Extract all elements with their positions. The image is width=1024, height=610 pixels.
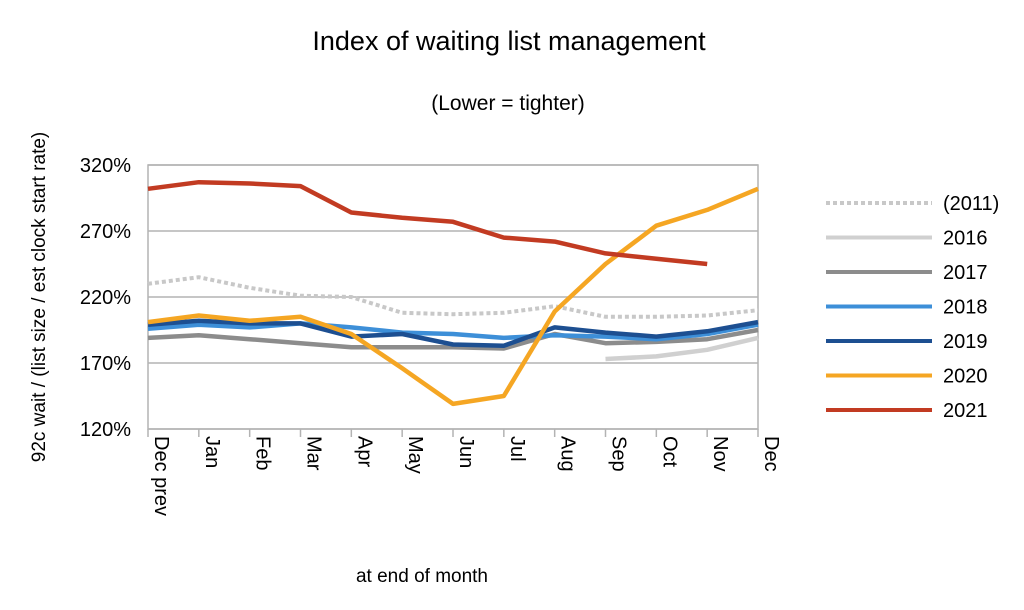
chart-title: Index of waiting list management [312, 26, 706, 56]
series-line-2011 [147, 275, 759, 319]
legend-label-2018: 2018 [943, 297, 988, 319]
series-line-2019 [147, 318, 759, 349]
legend-label-2021: 2021 [943, 400, 988, 422]
series-line-2017 [147, 327, 759, 351]
y-tick-label: 170% [80, 353, 131, 375]
y-tick-label: 220% [80, 287, 131, 309]
x-tick-label: Aug [557, 436, 579, 472]
series-line-2018 [147, 321, 759, 342]
legend-label-2019: 2019 [943, 331, 988, 353]
x-tick-label: Jul [506, 436, 528, 462]
series-lines [147, 179, 759, 407]
legend: (2011) 2016 2017 2018 2019 2020 2021 [826, 193, 999, 422]
y-tick-label: 320% [80, 155, 131, 177]
y-tick-labels: 120% 170% 220% 270% 320% [80, 155, 131, 441]
legend-label-2017: 2017 [943, 262, 988, 284]
y-axis-label: 92c wait / (list size / est clock start … [29, 132, 50, 462]
x-tick-label: Dec prev [150, 436, 172, 516]
legend-label-2011: (2011) [943, 193, 999, 215]
x-tick-label: Dec [760, 436, 782, 472]
x-tick-label: Jun [455, 436, 477, 468]
series-line-2016 [605, 335, 759, 362]
legend-label-2016: 2016 [943, 228, 988, 250]
legend-label-2020: 2020 [943, 366, 988, 388]
x-tick-label: Feb [252, 436, 274, 470]
x-tick-label: Mar [303, 436, 325, 471]
plot-area-border [147, 164, 759, 430]
x-tick-label: Oct [658, 436, 680, 468]
chart-subtitle: (Lower = tighter) [431, 92, 584, 115]
y-tick-label: 120% [80, 419, 131, 441]
x-tick-label: Jan [201, 436, 223, 468]
series-line-2020 [147, 186, 759, 407]
x-axis-label: at end of month [356, 566, 488, 587]
x-tick-label: Nov [709, 436, 731, 472]
x-tick-label: Apr [353, 436, 375, 467]
x-tick-labels: Dec prev Jan Feb Mar Apr May Jun Jul Aug Sep Oct No… [150, 436, 782, 516]
x-tick-label: Sep [608, 436, 630, 472]
x-tick-label: May [404, 436, 426, 474]
series-line-2021 [147, 179, 708, 267]
gridlines [147, 164, 759, 437]
y-tick-label: 270% [80, 221, 131, 243]
